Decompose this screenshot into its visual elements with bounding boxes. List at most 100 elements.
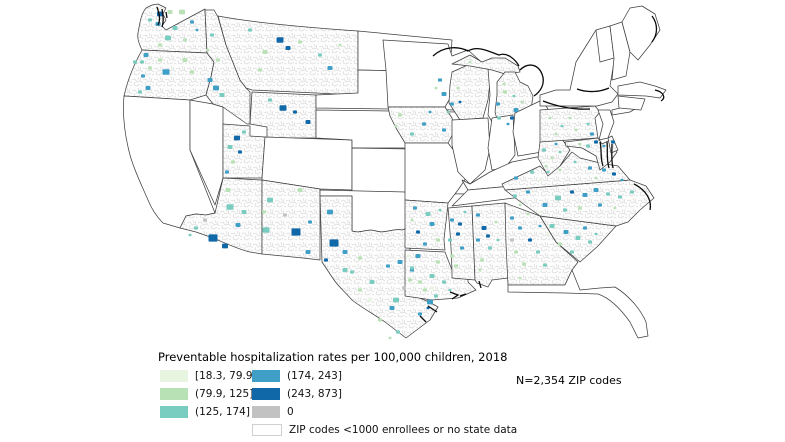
zip-spot <box>213 85 219 91</box>
zip-spot <box>594 176 598 180</box>
zip-spot <box>593 188 599 192</box>
zip-spot <box>558 242 562 246</box>
zip-spot <box>538 210 542 214</box>
zip-spot <box>570 190 574 194</box>
zip-spot <box>297 188 303 192</box>
zip-spot <box>394 124 398 128</box>
zip-spot <box>179 9 185 15</box>
zip-spot <box>436 260 440 264</box>
legend-item: ZIP codes <1000 enrollees or no state da… <box>252 421 517 439</box>
zip-spot <box>206 48 210 52</box>
coastline-mark <box>576 87 610 93</box>
zip-spot <box>613 206 617 210</box>
zip-spot <box>588 240 592 244</box>
zip-spot <box>460 246 464 250</box>
legend-item: (174, 243] <box>252 367 517 385</box>
zip-spot <box>468 60 472 64</box>
zip-spot <box>586 144 590 148</box>
coastline-mark <box>599 141 614 169</box>
zip-spot <box>518 226 522 230</box>
zip-spot <box>308 220 312 224</box>
zip-spot <box>397 260 403 264</box>
zip-spot <box>450 254 454 258</box>
zip-spot <box>369 280 375 284</box>
state-or <box>123 49 215 101</box>
state-mi-up <box>451 54 521 75</box>
zip-spot <box>620 178 624 182</box>
zip-spot <box>398 113 402 117</box>
zip-spot <box>522 262 526 266</box>
zip-spot <box>530 170 534 174</box>
zip-spot <box>456 86 460 90</box>
zip-spot <box>582 193 588 197</box>
zip-spot <box>415 254 421 258</box>
zip-spot <box>410 266 414 270</box>
zip-spot <box>602 168 606 172</box>
zip-spot <box>518 276 522 280</box>
zip-spot <box>248 28 252 32</box>
legend-swatch <box>252 370 280 382</box>
zip-spot <box>342 268 348 272</box>
zip-spot <box>481 226 487 230</box>
zip-spot <box>408 278 412 282</box>
zip-spot <box>406 254 410 258</box>
zip-spot <box>167 10 173 14</box>
zip-spot <box>512 94 516 98</box>
zip-spot <box>358 256 362 260</box>
zip-spot <box>602 144 606 148</box>
zip-spot <box>478 268 482 272</box>
zip-spot <box>262 50 268 54</box>
zip-spot <box>612 172 616 176</box>
coastline-mark <box>651 15 658 43</box>
zip-spot <box>549 224 555 228</box>
zip-spot <box>488 246 492 250</box>
zip-spot <box>575 236 581 240</box>
zip-spot <box>450 102 454 106</box>
figure-title: Preventable hospitalization rates per 10… <box>158 350 508 364</box>
zip-spot <box>210 33 214 37</box>
zip-spot <box>219 93 225 97</box>
state-fl <box>507 269 649 339</box>
zip-spot <box>413 206 417 210</box>
zip-spot <box>526 190 530 194</box>
coastline-mark <box>156 6 168 28</box>
zip-spot <box>388 336 392 340</box>
zip-spot <box>429 274 435 278</box>
zip-spot <box>283 213 287 217</box>
coastline-detail-layer <box>156 6 665 323</box>
zip-spot <box>225 170 229 174</box>
zip-spot <box>548 116 552 120</box>
zip-spot <box>350 270 354 274</box>
zip-spot <box>544 164 548 168</box>
zip-spot <box>590 132 594 136</box>
zip-spot <box>158 58 162 62</box>
zip-spot <box>543 263 547 267</box>
zip-spot <box>434 294 438 298</box>
zip-spot <box>222 243 228 249</box>
zip-spot <box>502 82 506 86</box>
zip-spot <box>158 43 162 47</box>
zip-spot <box>542 148 546 152</box>
legend-label: ZIP codes <1000 enrollees or no state da… <box>289 424 518 436</box>
state-il <box>451 117 491 185</box>
state-az <box>179 177 263 255</box>
legend-item: (125, 174] <box>160 403 257 421</box>
zip-spot <box>143 53 149 57</box>
zip-spot <box>386 264 390 268</box>
zip-spot <box>526 212 530 216</box>
state-la <box>404 249 477 301</box>
zip-spot <box>558 150 562 154</box>
zip-spot <box>208 234 218 242</box>
zip-spot <box>476 213 480 217</box>
coastline-mark <box>432 47 520 67</box>
zip-spot <box>195 28 199 32</box>
zip-spot <box>606 192 610 196</box>
coastline-mark <box>654 89 665 102</box>
legend-label: 0 <box>287 406 294 418</box>
zip-spot <box>410 132 414 136</box>
zip-spot <box>226 204 234 210</box>
zip-spot <box>497 116 501 120</box>
zip-spot <box>618 195 622 199</box>
zip-spot <box>182 58 188 62</box>
